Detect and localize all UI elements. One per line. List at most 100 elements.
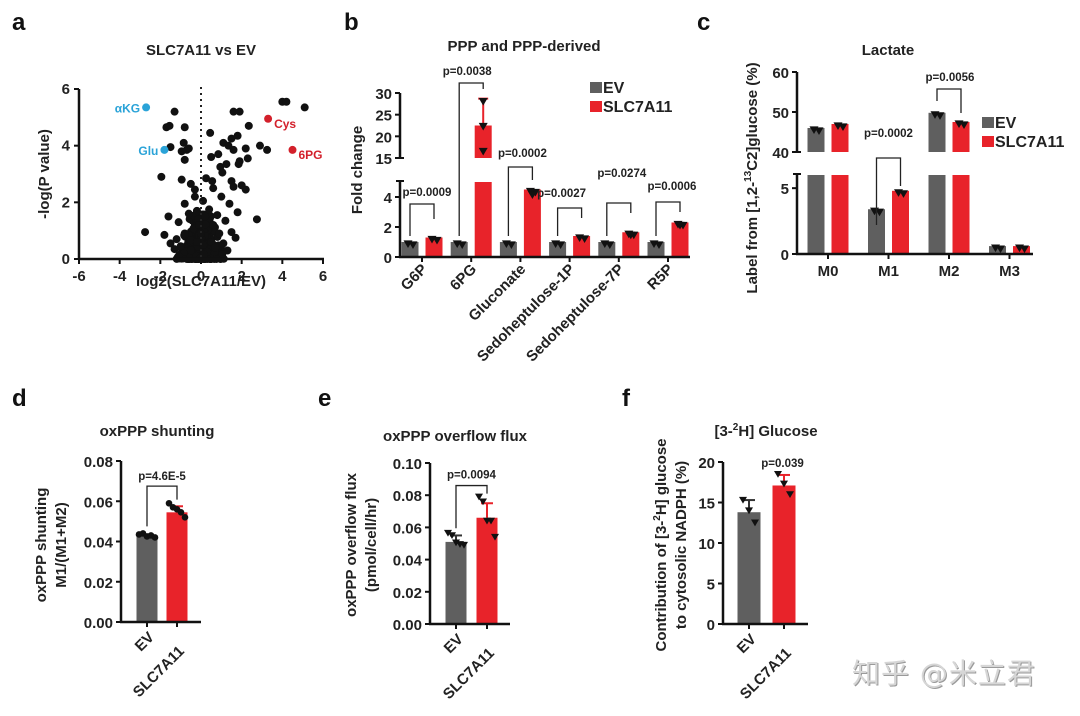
replicate-point bbox=[475, 493, 483, 501]
replicate-marker bbox=[875, 208, 884, 217]
bar-SLC7A11-M3 bbox=[1013, 246, 1030, 254]
x-tick-label-EV: EV bbox=[734, 631, 760, 657]
scatter-point bbox=[201, 212, 210, 221]
p-value-R5P: p=0.0006 bbox=[648, 181, 697, 193]
highlighted-label-6PG: 6PG bbox=[299, 148, 323, 162]
bar-SLC7A11-G6P bbox=[425, 237, 443, 257]
y-tick-label: 20 bbox=[698, 455, 715, 472]
bar-SLC7A11-6PG-lower bbox=[474, 182, 492, 257]
replicate-marker bbox=[478, 147, 488, 156]
replicate-point bbox=[491, 533, 499, 541]
scatter-point bbox=[231, 233, 240, 242]
scatter-point bbox=[233, 131, 242, 140]
y-tick-label: 0.08 bbox=[84, 454, 113, 471]
scatter-point bbox=[170, 245, 179, 254]
replicate-marker bbox=[899, 190, 908, 198]
bar-SLC7A11 bbox=[476, 517, 498, 624]
replicate-marker bbox=[814, 127, 824, 136]
scatter-point bbox=[157, 172, 166, 181]
scatter-point bbox=[186, 236, 195, 245]
panel-b-title: PPP and PPP-derived bbox=[447, 38, 600, 55]
scatter-point bbox=[218, 168, 227, 177]
scatter-point bbox=[184, 144, 193, 153]
x-tick-label-M1: M1 bbox=[878, 263, 899, 280]
scatter-point bbox=[222, 160, 231, 169]
scatter-point bbox=[229, 182, 238, 191]
scatter-point bbox=[207, 238, 216, 246]
bar-EV-M1 bbox=[868, 209, 885, 254]
y-tick-label: 50 bbox=[772, 105, 789, 122]
panel-a-title: SLC7A11 vs EV bbox=[146, 42, 256, 59]
legend: EV SLC7A11 bbox=[590, 80, 672, 116]
y-tick-label: 0 bbox=[384, 250, 392, 267]
legend-swatch-EV bbox=[982, 117, 994, 128]
bar-EV bbox=[445, 541, 467, 624]
scatter-point bbox=[174, 218, 183, 227]
panel-f-ylabel-post: H] glucose bbox=[653, 438, 670, 515]
y-tick-label: 2 bbox=[62, 194, 70, 211]
panel-f-ylabel-pre: Contribution of [3- bbox=[653, 521, 670, 652]
bar-EV-M0-upper bbox=[807, 128, 825, 152]
replicate-marker bbox=[506, 241, 516, 250]
replicate-marker bbox=[432, 236, 442, 245]
x-tick-label-M2: M2 bbox=[939, 263, 960, 280]
scatter-point bbox=[199, 196, 208, 205]
scatter-point bbox=[172, 235, 181, 244]
replicate-marker bbox=[626, 231, 636, 240]
scatter-point bbox=[214, 150, 223, 159]
bar-SLC7A11-R5P bbox=[671, 222, 689, 257]
replicate-marker bbox=[935, 112, 945, 120]
x-tick-label: -4 bbox=[113, 268, 127, 285]
significance-bracket-6PG bbox=[458, 82, 484, 236]
bar-SLC7A11-M2-upper bbox=[952, 122, 970, 152]
scatter-point bbox=[199, 240, 208, 249]
scatter-point bbox=[205, 205, 214, 214]
bar-EV-M3 bbox=[989, 246, 1006, 254]
y-tick-label: 60 bbox=[772, 65, 789, 82]
scatter-point bbox=[179, 138, 188, 147]
legend-label-EV: EV bbox=[603, 80, 625, 97]
panel-d-ylabel: oxPPP shunting bbox=[33, 488, 50, 603]
legend-label-SLC7A11: SLC7A11 bbox=[995, 134, 1064, 151]
scatter-point bbox=[233, 208, 242, 217]
x-tick-label-M0: M0 bbox=[818, 263, 839, 280]
y-tick-label: 0.04 bbox=[393, 553, 423, 570]
panel-a-xlabel: log2(SLC7A11/EV) bbox=[136, 273, 266, 290]
replicate-marker bbox=[457, 241, 467, 250]
y-tick-label: 20 bbox=[375, 129, 392, 146]
scatter-point bbox=[202, 174, 211, 183]
scatter-point bbox=[209, 221, 218, 229]
replicate-marker bbox=[527, 191, 537, 199]
scatter-point bbox=[209, 184, 218, 193]
x-tick-label: 6 bbox=[319, 268, 327, 285]
panel-f-title-pre: [3- bbox=[714, 423, 732, 440]
scatter-point bbox=[252, 215, 261, 224]
panel-a-volcano-plot: αKG Glu Cys 6PG 0 2 4 6 -6 -4 -2 0 2 4 6 bbox=[62, 81, 328, 285]
panel-b-bar-chart: 15 20 25 30 0 2 4 EV SLC7A11 p=0.0009 p=0.0038 p=0.… bbox=[375, 66, 696, 365]
replicate-marker bbox=[838, 123, 848, 132]
replicate-point bbox=[479, 498, 487, 506]
replicate-point bbox=[745, 507, 753, 515]
y-tick-label: 0.00 bbox=[84, 615, 113, 632]
significance-bracket-Sedoheptulose-1P bbox=[556, 207, 583, 236]
p-value: p=0.039 bbox=[761, 458, 804, 470]
replicate-point bbox=[460, 541, 468, 549]
y-tick-label: 0 bbox=[781, 247, 789, 264]
highlighted-point-6PG bbox=[288, 145, 297, 154]
panel-letter-b: b bbox=[344, 9, 359, 36]
legend-swatch-EV bbox=[590, 82, 602, 93]
significance-bracket-Sedoheptulose-7P bbox=[606, 202, 632, 236]
highlighted-label-Glu: Glu bbox=[138, 144, 158, 158]
scatter-point bbox=[197, 229, 205, 238]
x-tick-label-G6P: G6P bbox=[398, 261, 431, 294]
y-tick-label: 15 bbox=[375, 151, 392, 168]
x-tick-label: 0 bbox=[197, 268, 205, 285]
panel-f-title: [3-2H] Glucose bbox=[714, 422, 817, 440]
scatter-point bbox=[180, 229, 189, 238]
scatter-point bbox=[192, 238, 201, 246]
scatter-point bbox=[229, 107, 238, 116]
scatter-point bbox=[221, 216, 230, 225]
p-value: p=4.6E-5 bbox=[138, 471, 186, 483]
panel-f-ylabel2: to cytosolic NADPH (%) bbox=[673, 461, 690, 629]
